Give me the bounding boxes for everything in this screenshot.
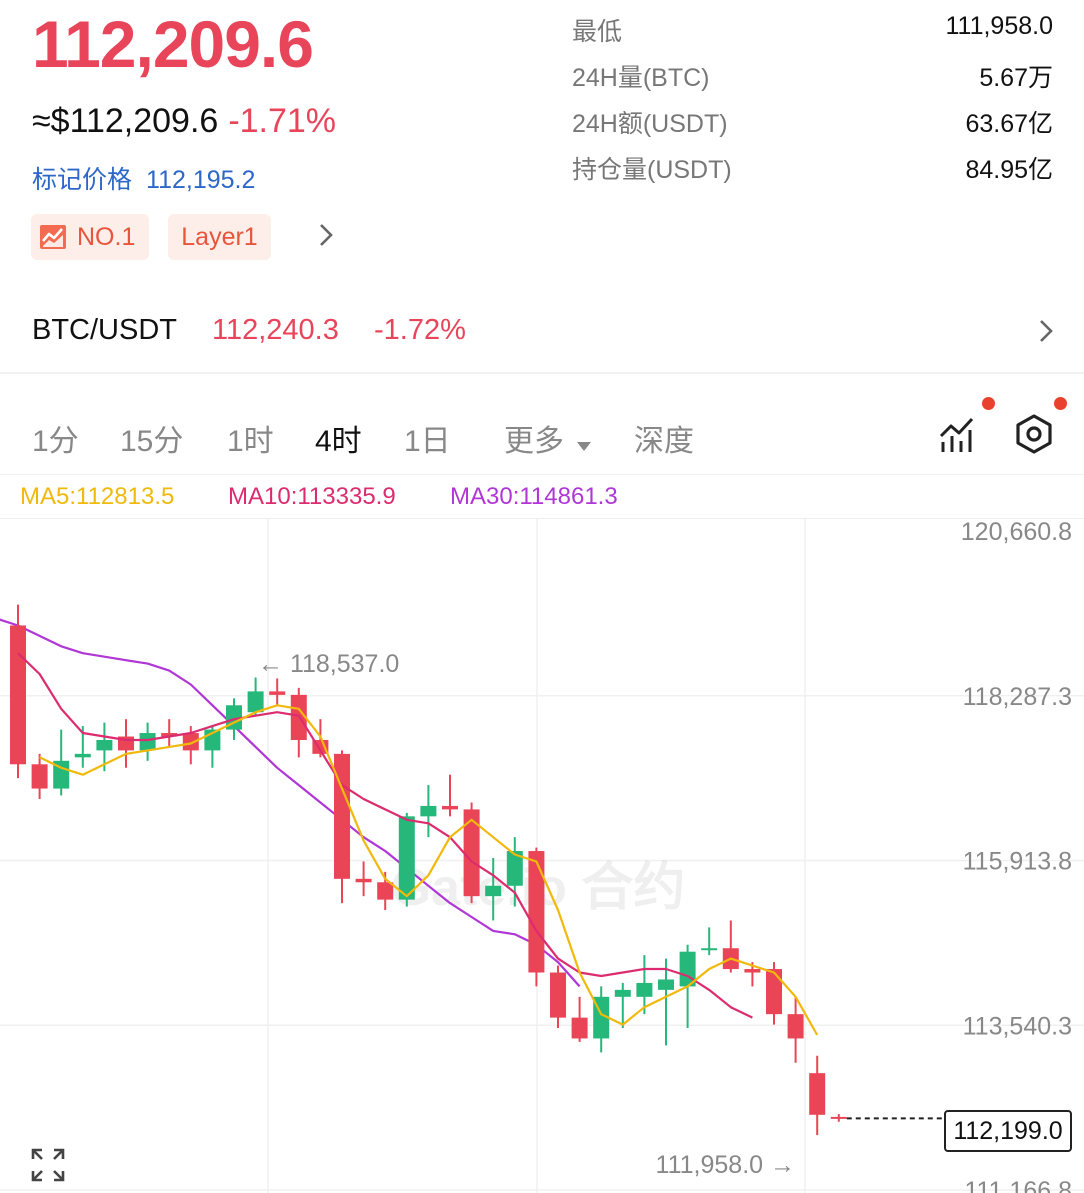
candle-body[interactable] — [506, 851, 523, 886]
current-price-tag: 112,199.0 — [944, 1110, 1072, 1152]
candle-body[interactable] — [53, 760, 70, 789]
candle-body[interactable] — [398, 816, 415, 900]
spot-chevron-right-icon[interactable] — [1036, 314, 1058, 353]
y-axis-tick-label: 115,913.8 — [963, 848, 1072, 876]
candle-body[interactable] — [766, 969, 782, 1015]
tab-more-label: 更多 — [504, 425, 564, 458]
candle-body[interactable] — [334, 753, 350, 879]
spot-pair-change: -1.72% — [374, 314, 466, 346]
stat-open-interest-label: 持仓量(USDT) — [572, 156, 732, 184]
candle-body[interactable] — [463, 809, 480, 897]
settings-notification-dot — [1054, 397, 1067, 410]
candle-body[interactable] — [139, 733, 156, 751]
candle-body[interactable] — [31, 764, 48, 789]
caret-down-icon — [576, 426, 592, 460]
tab-more[interactable]: 更多 — [504, 416, 592, 460]
spot-pair-name: BTC/USDT — [32, 314, 177, 346]
tab-1m[interactable]: 1分 — [32, 425, 79, 458]
indicator-notification-dot — [982, 397, 995, 410]
indicator-chart-icon[interactable] — [938, 414, 978, 459]
candle-body[interactable] — [377, 882, 394, 900]
candle-body[interactable] — [744, 969, 761, 973]
candle-body[interactable] — [420, 805, 437, 817]
last-price: 112,209.6 — [32, 7, 314, 81]
tab-4h[interactable]: 4时 — [315, 425, 362, 458]
candle-body[interactable] — [830, 1116, 847, 1119]
stat-low-label: 最低 — [572, 18, 623, 46]
candle-body[interactable] — [96, 739, 113, 751]
change-percent: -1.71% — [228, 102, 337, 140]
spot-pair-price: 112,240.3 — [212, 314, 339, 346]
candle-body[interactable] — [614, 989, 631, 997]
candle-body[interactable] — [247, 691, 264, 713]
rank-tag[interactable]: NO.1 — [31, 214, 149, 260]
candle-body[interactable] — [658, 979, 674, 990]
rank-chart-icon — [39, 223, 67, 251]
candle-body[interactable] — [10, 625, 26, 765]
usd-price-row: ≈$112,209.6 -1.71% — [32, 102, 336, 141]
rank-tag-label: NO.1 — [77, 222, 136, 251]
y-axis-tick-label: 120,660.8 — [961, 518, 1072, 546]
ma5-value: MA5:112813.5 — [20, 483, 175, 510]
stat-low-value: 111,958.0 — [945, 12, 1053, 40]
stat-volume-btc-label: 24H量(BTC) — [572, 64, 710, 92]
y-axis-tick-label: 118,287.3 — [963, 683, 1072, 711]
usd-price: ≈$112,209.6 — [32, 102, 219, 140]
candle-body[interactable] — [809, 1073, 826, 1115]
ma30-value: MA30:114861.3 — [450, 483, 618, 510]
candle-body[interactable] — [701, 948, 718, 951]
stat-volume-btc-value: 5.67万 — [979, 64, 1053, 92]
candle-body[interactable] — [74, 753, 91, 758]
candle-body[interactable] — [528, 851, 545, 973]
tab-1d[interactable]: 1日 — [404, 425, 451, 458]
tab-1h[interactable]: 1时 — [227, 425, 274, 458]
ma10-value: MA10:113335.9 — [228, 483, 396, 510]
tab-15m[interactable]: 15分 — [120, 425, 184, 458]
divider — [0, 372, 1084, 374]
ma10-line — [17, 652, 753, 1019]
y-axis-tick-label: 113,540.3 — [963, 1012, 1072, 1040]
low-price-annotation: 111,958.0 → — [656, 1151, 795, 1179]
ma30-line — [0, 618, 581, 988]
mark-price-value: 112,195.2 — [146, 166, 256, 194]
settings-hexagon-icon[interactable] — [1013, 413, 1055, 460]
tags-chevron-right-icon[interactable] — [316, 218, 338, 261]
candle-body[interactable] — [787, 1014, 804, 1039]
candle-body[interactable] — [355, 878, 372, 883]
divider — [0, 474, 1084, 475]
candle-body[interactable] — [161, 733, 178, 737]
candle-body[interactable] — [636, 982, 653, 997]
fullscreen-expand-icon[interactable] — [30, 1147, 66, 1188]
mark-price-row[interactable]: 标记价格 112,195.2 — [32, 160, 255, 196]
stat-turnover-value: 63.67亿 — [965, 110, 1053, 138]
ma5-line — [39, 704, 819, 1036]
stat-turnover-label: 24H额(USDT) — [572, 110, 728, 138]
mark-price-label: 标记价格 — [32, 166, 133, 194]
layer1-tag[interactable]: Layer1 — [168, 214, 271, 260]
tab-depth[interactable]: 深度 — [634, 425, 694, 458]
y-axis-tick-label: 111,166.8 — [964, 1177, 1072, 1193]
candle-body[interactable] — [269, 691, 286, 695]
candle-body[interactable] — [571, 1017, 588, 1039]
candle-body[interactable] — [182, 733, 199, 751]
candle-body[interactable] — [485, 885, 502, 897]
stat-open-interest-value: 84.95亿 — [965, 156, 1053, 184]
divider — [0, 518, 1084, 519]
candle-body[interactable] — [442, 805, 458, 810]
high-price-annotation: ← 118,537.0 — [258, 650, 399, 678]
candle-body[interactable] — [550, 972, 566, 1018]
